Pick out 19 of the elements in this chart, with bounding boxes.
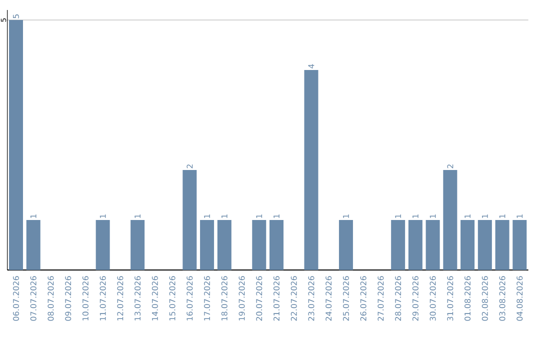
- bar: [460, 220, 475, 270]
- bar: [495, 220, 510, 270]
- bar: [252, 220, 266, 270]
- bar: [130, 220, 145, 270]
- bar: [391, 220, 406, 270]
- bar: [443, 170, 458, 270]
- bar: [270, 220, 284, 270]
- bar: [408, 220, 422, 270]
- bar: [478, 220, 492, 270]
- bar: [426, 220, 440, 270]
- bar: [512, 220, 527, 270]
- bar: [217, 220, 232, 270]
- bar: [9, 20, 23, 270]
- bar: [26, 220, 40, 270]
- bar: [338, 220, 353, 270]
- bar: [304, 70, 318, 270]
- bar: [182, 170, 197, 270]
- bar: [200, 220, 214, 270]
- bar: [96, 220, 110, 270]
